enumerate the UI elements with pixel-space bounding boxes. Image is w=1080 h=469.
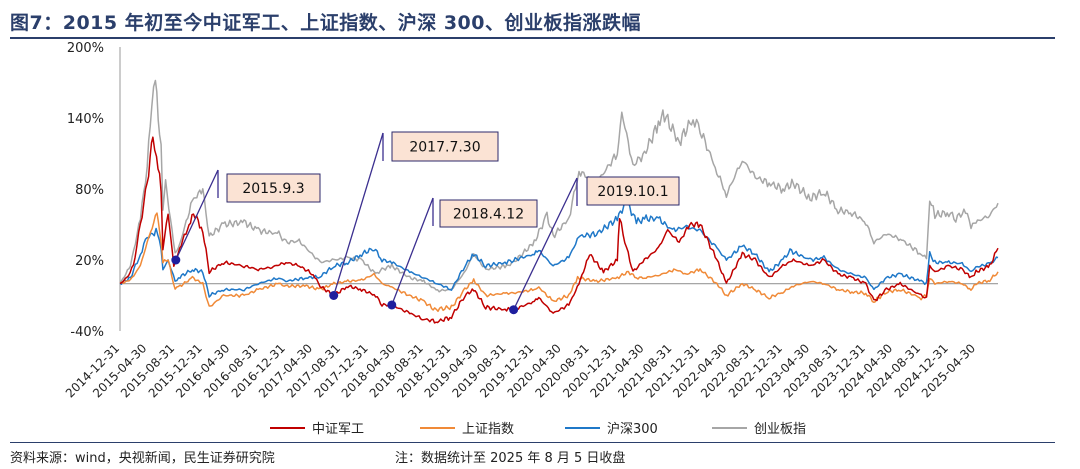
annotation-box [226,173,321,203]
y-tick-label: 80% [75,183,104,198]
annotation-label: 2019.10.1 [597,184,668,200]
series-line-0 [119,79,999,293]
source-note: 资料来源：wind，央视新闻，民生证券研究院 [10,451,275,466]
annotation-box [586,176,680,206]
annotation-label: 2018.4.12 [453,207,524,223]
annotation-marker [509,305,519,315]
y-tick-label: 200% [67,41,104,56]
y-tick-label: 140% [67,112,104,127]
footer-rule [10,442,1055,443]
annotation-leader [391,197,434,306]
annotation-leader [333,132,384,296]
legend-entry: 创业板指 [754,422,806,437]
annotation-label: 2017.7.30 [409,140,480,156]
annotation-box [391,131,499,162]
annotation-marker [329,291,339,300]
annotation-leader [175,169,219,261]
series-line-2 [119,212,999,313]
annotation-box [439,199,538,228]
annotation-label: 2015.9.3 [242,181,304,197]
legend-entry: 上证指数 [462,422,514,437]
title-rule [10,37,1055,39]
y-tick-label: 20% [75,254,104,269]
legend-entry: 沪深300 [607,421,658,437]
annotation-marker [387,300,397,310]
series-line-1 [119,198,999,298]
series-line-3 [119,136,999,324]
annotation-marker [171,255,181,265]
y-tick-label: -40% [70,325,104,340]
data-note: 注：数据统计至 2025 年 8 月 5 日收盘 [395,451,626,466]
figure-title: 图7：2015 年初至今中证军工、上证指数、沪深 300、创业板指涨跌幅 [10,12,641,34]
annotation-leader [513,177,578,310]
legend-entry: 中证军工 [312,422,364,437]
